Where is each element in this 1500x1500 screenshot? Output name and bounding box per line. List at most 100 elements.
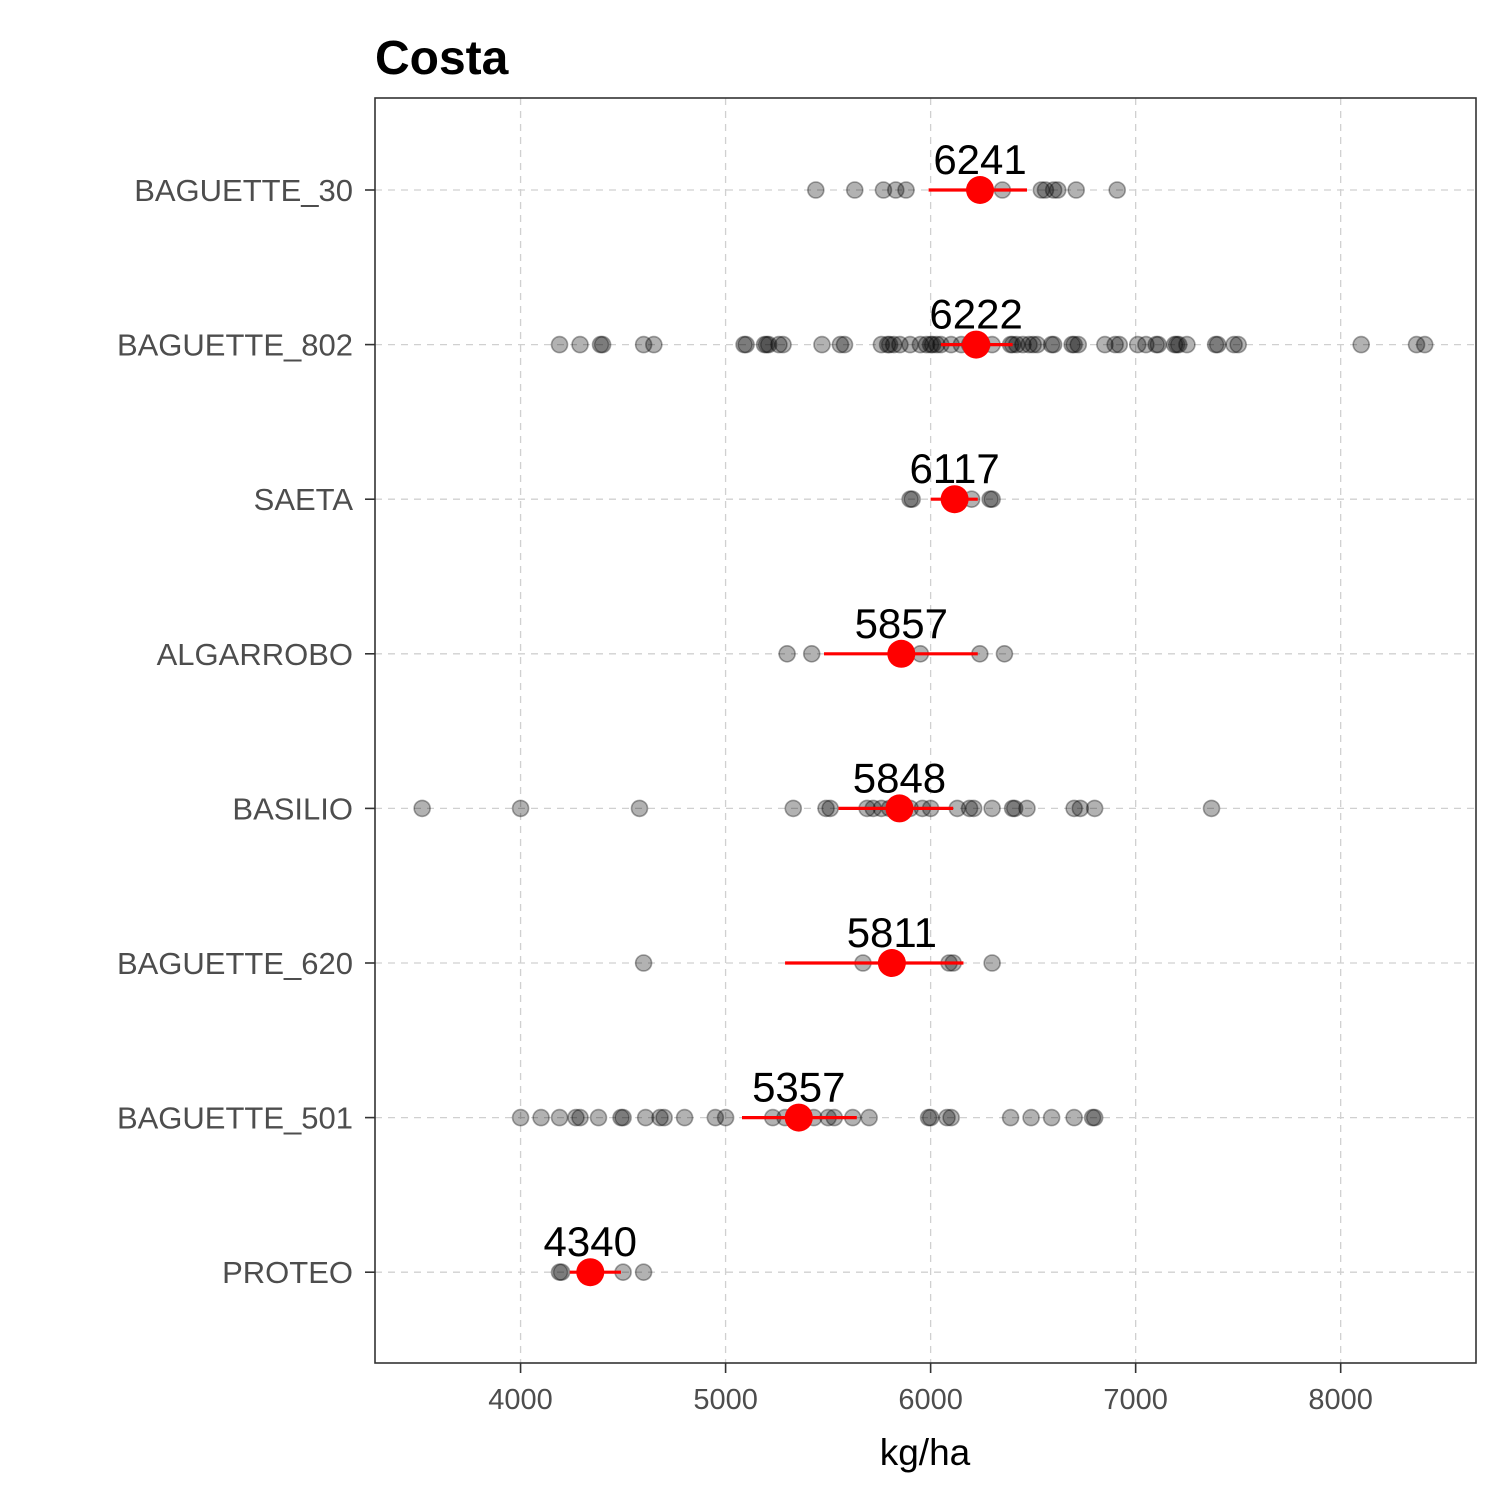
data-point [511,799,530,818]
data-point [911,335,930,354]
data-point [1018,799,1036,818]
data-point [1024,335,1042,354]
data-point [1096,335,1114,354]
data-point [923,335,942,354]
y-axis: BAGUETTE_30 BAGUETTE_802 SAETA ALGARROBO BAS… [117,173,375,1290]
data-point [755,335,774,354]
data-point [884,335,903,354]
data-point [737,335,755,354]
mean-label: 6241 [933,136,1026,183]
data-point [921,1108,940,1127]
mean-label: 5811 [847,909,937,956]
category-label: BAGUETTE_802 [117,328,353,363]
data-point [1032,181,1051,199]
data-point [550,1263,569,1281]
data-point [807,181,825,199]
data-point [1085,1108,1104,1127]
category-label: PROTEO [222,1255,353,1290]
data-point [880,335,899,354]
data-point [1083,1108,1102,1127]
data-point [1065,1108,1083,1127]
data-point [1169,335,1188,354]
mean-point [877,949,906,977]
mean-label: 4340 [544,1218,637,1265]
data-point [591,335,610,354]
data-point [802,644,821,663]
data-point [921,335,940,354]
data-point [1208,335,1227,354]
data-point [1229,335,1247,354]
data-point [874,181,893,199]
data-point [552,1263,571,1281]
data-point [1042,1108,1061,1127]
data-point [901,490,919,509]
data-point [1067,181,1085,199]
category-label: BAGUETTE_30 [134,173,353,208]
data-point [593,335,612,354]
data-point [413,799,431,818]
x-tick-label: 4000 [488,1384,553,1416]
data-point [532,1108,550,1127]
x-axis: 4000 5000 6000 7000 8000 [488,1363,1373,1416]
data-point [917,335,936,354]
data-point [1149,335,1168,354]
data-point [891,335,909,354]
data-point [1065,335,1083,354]
data-point [845,181,864,199]
mean-point [885,794,914,823]
data-point [897,181,915,199]
data-point [589,1108,608,1127]
data-point [1044,181,1063,199]
data-point [1036,181,1055,199]
data-point [821,799,839,818]
data-point [655,1108,673,1127]
data-point [1085,799,1104,818]
data-point [634,1263,653,1281]
data-point [1065,799,1083,818]
data-point [995,644,1014,663]
data-point [757,335,776,354]
data-point [1048,181,1067,199]
data-point [1137,335,1155,354]
data-point [735,335,753,354]
data-point [759,335,778,354]
data-point [634,954,653,972]
category-label: ALGARROBO [157,637,353,672]
data-point [817,799,835,818]
data-point [511,1108,530,1127]
data-point [571,1108,589,1127]
data-point [567,1108,585,1127]
data-point [983,954,1001,972]
mean-point [940,485,969,514]
data-point [1044,335,1063,354]
data-point [612,1108,630,1127]
mean-label: 5848 [853,754,946,801]
data-point [1225,335,1243,354]
data-point [1165,335,1184,354]
data-point [1206,335,1225,354]
data-point [886,181,905,199]
data-point [1069,335,1088,354]
points-layer [413,181,1434,1281]
data-point [675,1108,694,1127]
data-point [550,1108,569,1127]
data-point [1407,335,1426,354]
data-point [1028,335,1047,354]
mean-point [962,330,991,359]
data-point [981,490,999,509]
data-point [1415,335,1434,354]
data-point [942,1108,960,1127]
data-point [919,1108,938,1127]
x-tick-label: 5000 [693,1384,758,1416]
data-point [1110,335,1129,354]
mean-label: 5357 [752,1064,845,1111]
mean-point [966,176,995,204]
data-point [1042,335,1061,354]
data-point [1106,335,1124,354]
data-point [1022,1108,1040,1127]
data-point [831,335,850,354]
mean-point [576,1258,605,1287]
data-point [901,335,919,354]
data-point [1063,335,1081,354]
